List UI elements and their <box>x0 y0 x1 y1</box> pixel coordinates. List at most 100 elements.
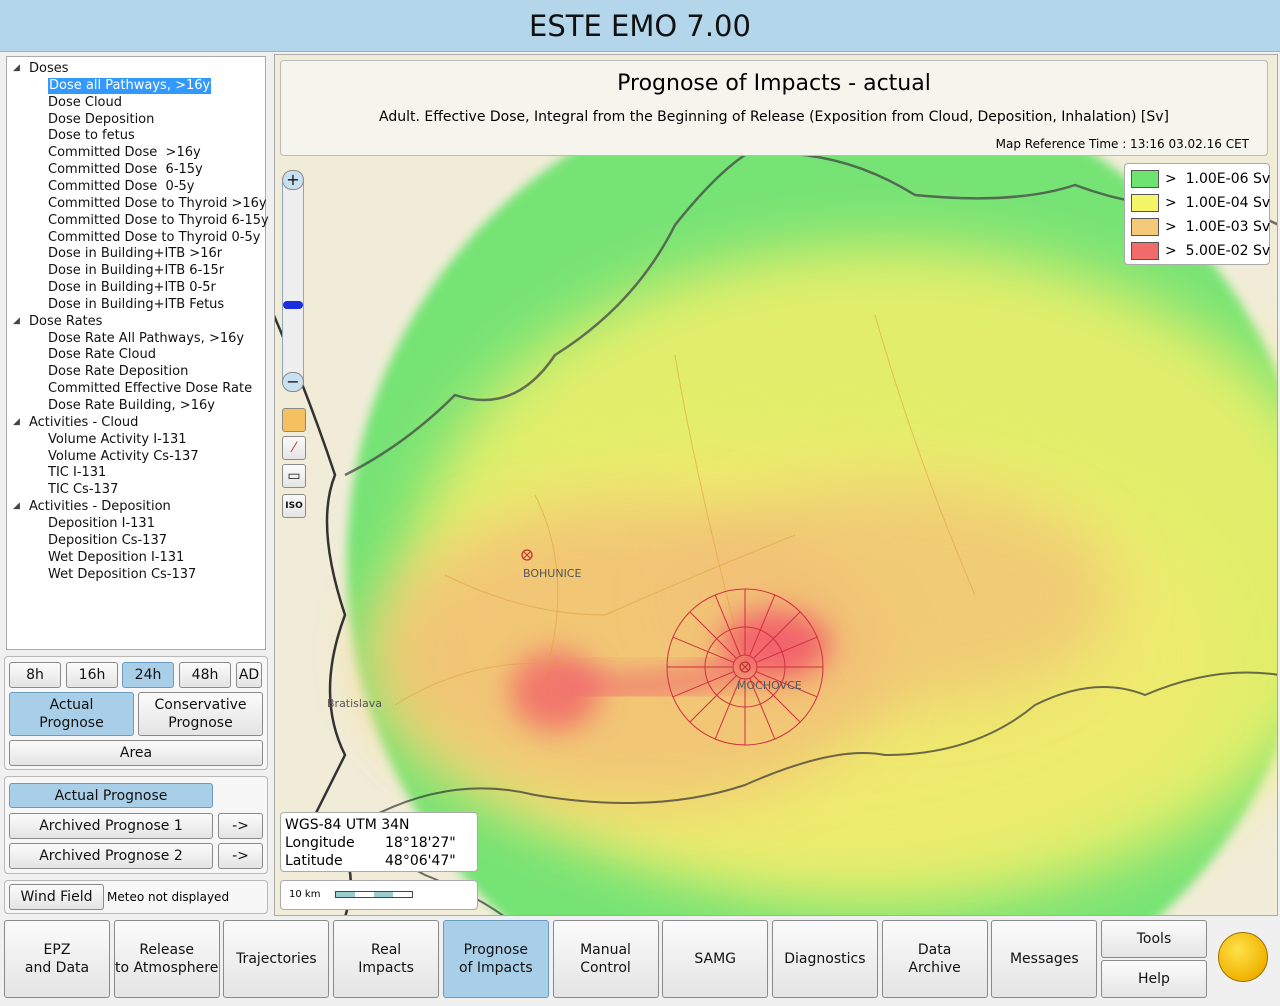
tree-arrow[interactable]: ◢ <box>13 416 20 427</box>
wind-button[interactable]: Wind Field <box>9 884 104 910</box>
tree-item[interactable]: Volume Activity I-131 <box>48 431 187 447</box>
nav-button[interactable]: Release to Atmosphere <box>113 920 220 998</box>
plant-marker <box>741 663 749 671</box>
tree-item[interactable]: Dose in Building+ITB 0-5r <box>48 280 216 296</box>
sector-line <box>755 671 818 698</box>
tree-item[interactable]: Volume Activity Cs-137 <box>48 448 199 464</box>
tool-vehicle[interactable]: ▭ <box>282 464 306 488</box>
duration-button[interactable]: AD <box>236 662 262 688</box>
nav-button[interactable]: Diagnostics <box>771 920 878 998</box>
prognose-button[interactable]: Actual Prognose <box>9 692 134 736</box>
map: BOHUNICE MOCHOVCE Bratislava <box>275 77 1277 915</box>
zone-red <box>573 656 749 698</box>
tree-item[interactable]: Dose to fetus <box>48 128 135 144</box>
archive-open-button[interactable]: -> <box>218 813 263 839</box>
tree-item[interactable]: Wet Deposition Cs-137 <box>48 566 197 582</box>
zoom-out[interactable]: − <box>282 372 304 392</box>
nav-button[interactable]: Manual Control <box>552 920 659 998</box>
duration-button[interactable]: 16h <box>66 662 118 688</box>
tool-iso[interactable]: ISO <box>282 494 306 518</box>
tree-item[interactable]: TIC Cs-137 <box>48 482 119 498</box>
duration-button[interactable]: 8h <box>9 662 61 688</box>
tree-item[interactable]: Dose Rate Building, >16y <box>48 398 215 413</box>
tools-button[interactable]: Tools <box>1101 920 1207 958</box>
prognose-button[interactable]: Conservative Prognose <box>138 692 263 736</box>
tree-item[interactable]: Committed Dose >16y <box>48 145 201 161</box>
legend: > 1.00E-06 Sv > 1.00E-04 Sv > 1.00E-03 Sv >… <box>1124 163 1270 265</box>
duration-button[interactable]: 24h <box>122 662 174 688</box>
nav-button[interactable]: Prognose of Impacts <box>442 920 549 998</box>
scale-graphic <box>335 891 413 898</box>
tree: ◢ Doses Dose all Pathways, >16y Dose Cloud D… <box>6 56 269 650</box>
tree-item[interactable]: Dose Rate Deposition <box>48 364 189 380</box>
tree-item[interactable]: Dose Deposition <box>48 111 155 127</box>
zoom-in[interactable]: + <box>282 170 304 190</box>
tree-item[interactable]: TIC I-131 <box>48 465 107 481</box>
zoom-thumb[interactable] <box>283 301 303 309</box>
tree-item[interactable]: Committed Dose 6-15y <box>48 162 203 178</box>
tree-item[interactable]: Dose Cloud <box>48 94 123 110</box>
app-title: ESTE EMO 7.00 <box>0 0 1280 52</box>
tree-item[interactable]: Committed Dose to Thyroid 6-15y <box>48 212 269 228</box>
tree-item[interactable]: Committed Effective Dose Rate <box>48 381 253 397</box>
archive-open-button[interactable]: -> <box>218 843 263 869</box>
actual-prognose-button[interactable]: Actual Prognose <box>9 783 213 808</box>
tree-group[interactable]: Doses <box>29 61 69 76</box>
tool-layers[interactable] <box>282 408 306 432</box>
tree-group[interactable]: Activities - Cloud <box>29 414 139 430</box>
help-button[interactable]: Help <box>1101 960 1207 998</box>
tree-item[interactable]: Wet Deposition I-131 <box>48 549 185 565</box>
tree-arrow[interactable]: ◢ <box>13 501 20 512</box>
legend-label: > 5.00E-02 Sv <box>1165 243 1271 259</box>
legend-label: > 1.00E-06 Sv <box>1165 171 1271 187</box>
tree-item[interactable]: Dose Rate All Pathways, >16y <box>48 330 245 346</box>
nav-button[interactable]: Real Impacts <box>333 920 440 998</box>
nav-button[interactable]: Data Archive <box>881 920 988 998</box>
tree-item[interactable]: Dose in Building+ITB >16r <box>48 246 223 262</box>
longitude-label: Longitude <box>285 835 355 851</box>
tree-arrow[interactable]: ◢ <box>13 315 20 326</box>
reference-time: Map Reference Time : 13:16 03.02.16 CET <box>995 137 1249 151</box>
legend-swatch <box>1131 218 1159 236</box>
coordinates: WGS-84 UTM 34N Longitude 18°18'27" Latit… <box>280 812 478 872</box>
nav-button[interactable]: SAMG <box>662 920 769 998</box>
tree-group[interactable]: Activities - Deposition <box>29 499 171 515</box>
map-panel: BOHUNICE MOCHOVCE Bratislava <box>274 54 1278 916</box>
tree-group[interactable]: Dose Rates <box>29 313 103 329</box>
tree-item[interactable]: Dose in Building+ITB 6-15r <box>48 263 225 279</box>
nav-button[interactable]: Messages <box>991 920 1098 998</box>
tree-arrow[interactable]: ◢ <box>13 63 20 73</box>
scale-bar: 10 km <box>280 880 478 910</box>
latitude-label: Latitude <box>285 853 343 869</box>
tree-item[interactable]: Dose all Pathways, >16y <box>48 77 212 94</box>
map-subtitle: Adult. Effective Dose, Integral from the… <box>378 109 1170 125</box>
border <box>374 671 1277 816</box>
area-button[interactable]: Area <box>9 740 263 766</box>
tree-item[interactable]: Deposition I-131 <box>48 515 155 531</box>
sector-line <box>689 675 737 723</box>
tree-item[interactable]: Dose Rate Cloud <box>48 347 156 363</box>
archive-button[interactable]: Archived Prognose 1 <box>9 813 213 839</box>
legend-label: > 1.00E-04 Sv <box>1165 195 1271 211</box>
tree-item[interactable]: Committed Dose to Thyroid 0-5y <box>48 229 261 245</box>
tree-item[interactable]: Deposition Cs-137 <box>48 532 167 548</box>
map-title: Prognose of Impacts - actual <box>617 71 931 96</box>
tree-item[interactable]: Committed Dose 0-5y <box>48 178 195 194</box>
plant-marker <box>739 661 751 673</box>
status-indicator <box>1218 932 1268 982</box>
zone-red <box>510 651 600 731</box>
tool-measure[interactable]: ⁄ <box>282 436 306 460</box>
nav-button[interactable]: EPZ and Data <box>4 920 110 998</box>
legend-swatch <box>1131 242 1159 260</box>
duration-button[interactable]: 48h <box>179 662 231 688</box>
nav-button[interactable]: Trajectories <box>223 920 330 998</box>
tree-item[interactable]: Dose in Building+ITB Fetus <box>48 296 225 312</box>
legend-label: > 1.00E-03 Sv <box>1165 219 1271 235</box>
map-header: Prognose of Impacts - actual Adult. Effe… <box>280 60 1268 156</box>
archive-button[interactable]: Archived Prognose 2 <box>9 843 213 869</box>
coord-system: WGS-84 UTM 34N <box>285 817 410 833</box>
tree-item[interactable]: Committed Dose to Thyroid >16y <box>48 195 267 211</box>
scale-label: 10 km <box>289 889 321 900</box>
sector-line <box>749 594 776 657</box>
zoom-slider[interactable] <box>282 170 304 392</box>
